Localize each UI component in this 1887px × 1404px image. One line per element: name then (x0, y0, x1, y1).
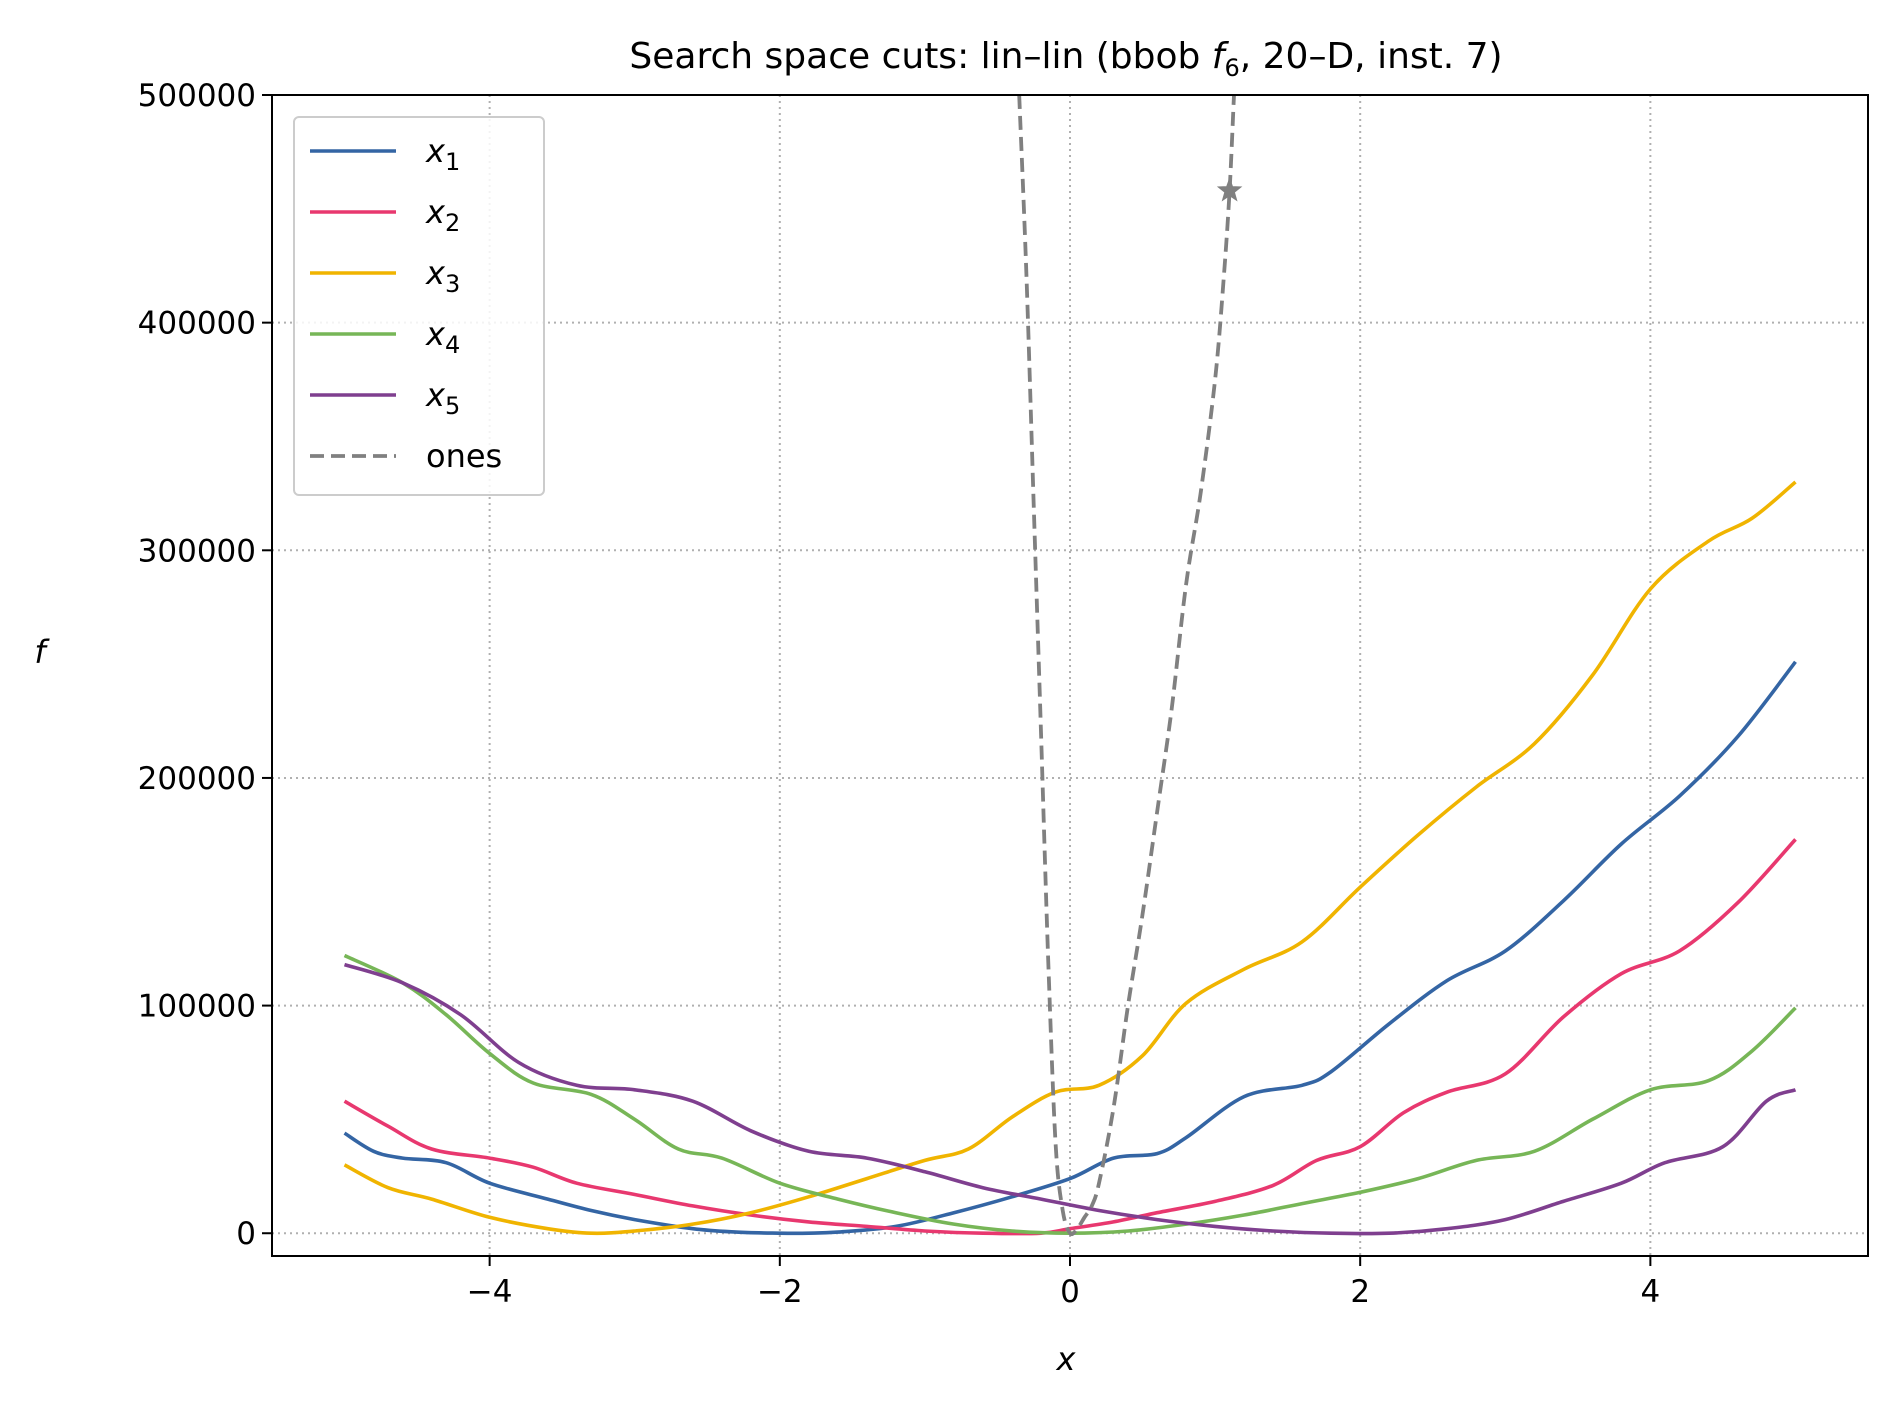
x-tick-label: 0 (1060, 1274, 1080, 1310)
y-tick-label: 100000 (138, 989, 256, 1025)
legend-label-ones: ones (426, 437, 502, 475)
x-tick-label: −4 (467, 1274, 513, 1310)
legend-label-x5: x5 (425, 376, 460, 420)
y-tick-label: 0 (236, 1216, 256, 1252)
star-marker-ones (1216, 177, 1243, 202)
series-line-x3 (343, 480, 1797, 1236)
chart-title: Search space cuts: lin–lin (bbob f6, 20–… (629, 36, 1502, 82)
series-line-x1 (343, 660, 1797, 1236)
y-tick-label: 400000 (138, 306, 256, 342)
legend-label-x4: x4 (425, 315, 460, 359)
legend-label-x3: x3 (425, 254, 460, 298)
series-line-x4 (343, 953, 1797, 1235)
y-tick-label: 300000 (138, 533, 256, 569)
axis-ticks: −4 −2 0 2 4 0 100000 200000 300000 400000 500000 (138, 78, 1661, 1310)
series-markers (1216, 177, 1243, 202)
x-tick-label: 2 (1350, 1274, 1370, 1310)
series-line-x5 (343, 962, 1797, 1236)
x-tick-label: 4 (1640, 1274, 1660, 1310)
series-line-x2 (343, 838, 1797, 1236)
y-tick-label: 200000 (138, 761, 256, 797)
series-line-ones (1017, 95, 1236, 1237)
legend-label-x2: x2 (425, 193, 460, 237)
y-tick-label: 500000 (138, 78, 256, 114)
series-lines (343, 95, 1797, 1237)
legend-box (293, 116, 545, 496)
legend-label-x1: x1 (425, 132, 460, 176)
legend: x1 x2 x3 x4 x5 ones (293, 116, 545, 496)
x-axis-label: x (1056, 1340, 1077, 1378)
x-tick-label: −2 (757, 1274, 803, 1310)
